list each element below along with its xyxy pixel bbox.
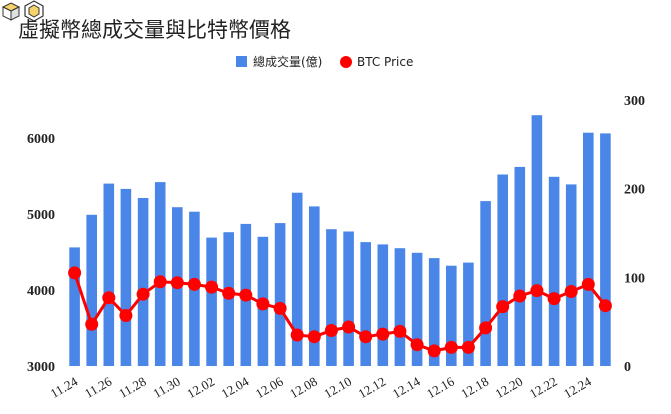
volume-bar	[428, 258, 440, 366]
volume-bar	[103, 183, 115, 366]
y-axis-right: 0 100 200 300	[624, 94, 645, 375]
btc-price-point	[205, 280, 219, 294]
volume-bar	[274, 223, 286, 366]
btc-price-point	[410, 338, 424, 352]
volume-bar	[69, 247, 80, 366]
btc-price-point	[273, 301, 287, 315]
x-tick-label: 12.04	[218, 373, 251, 401]
x-tick-label: 11.30	[150, 374, 182, 401]
btc-price-point	[444, 340, 458, 354]
btc-price-point	[136, 287, 150, 301]
y-left-tick-label: 5000	[27, 208, 55, 223]
x-axis: 11.24 11.26 11.28 11.30 12.02 12.04 12.06 12.08…	[48, 373, 595, 401]
btc-price-point	[102, 291, 116, 305]
x-tick-label: 12.10	[321, 374, 354, 402]
volume-bar	[411, 252, 423, 366]
btc-price-point	[461, 340, 475, 354]
btc-price-line	[73, 272, 607, 353]
btc-price-point	[598, 299, 612, 313]
x-tick-label: 12.24	[561, 373, 594, 401]
volume-bar	[120, 188, 132, 366]
btc-price-point	[376, 327, 390, 341]
btc-price-point	[479, 321, 493, 335]
volume-bar	[86, 214, 97, 366]
x-tick-label: 12.02	[184, 374, 217, 402]
btc-price-point	[530, 284, 544, 298]
y-right-tick-label: 0	[624, 360, 631, 375]
y-left-tick-label: 6000	[27, 132, 55, 147]
x-tick-label: 12.14	[390, 373, 423, 401]
x-tick-label: 11.26	[82, 373, 115, 401]
y-axis-left: 3000 4000 5000 6000	[27, 132, 55, 375]
btc-price-point	[170, 276, 184, 290]
line-series	[68, 266, 612, 358]
legend-swatch-btc	[340, 56, 352, 68]
legend-label-volume: 總成交量(億)	[253, 54, 322, 69]
btc-price-point	[239, 288, 253, 302]
volume-bar	[463, 262, 474, 366]
y-left-tick-label: 4000	[27, 284, 55, 299]
volume-bar	[154, 182, 166, 366]
chart-title: 虛擬幣總成交量與比特幣價格	[18, 18, 291, 42]
btc-price-point	[564, 285, 578, 298]
volume-bar	[291, 192, 303, 366]
legend-swatch-volume	[236, 56, 247, 67]
volume-bar	[514, 166, 526, 366]
volume-bar	[377, 244, 389, 366]
btc-price-point	[256, 297, 270, 311]
y-right-tick-label: 300	[624, 94, 645, 109]
btc-price-point	[222, 286, 236, 300]
volume-bar	[531, 115, 543, 366]
btc-price-point	[547, 292, 561, 306]
x-tick-label: 11.28	[116, 374, 148, 401]
x-tick-label: 12.18	[458, 374, 491, 402]
legend: 總成交量(億) BTC Price	[236, 54, 413, 69]
x-tick-label: 12.06	[253, 373, 286, 401]
x-tick-label: 11.24	[48, 373, 81, 401]
btc-price-point	[513, 289, 527, 303]
volume-bar	[497, 174, 508, 366]
volume-bar	[600, 133, 611, 366]
btc-price-point	[581, 277, 595, 291]
x-tick-label: 12.20	[492, 374, 525, 402]
btc-price-point	[290, 328, 304, 342]
btc-price-point	[85, 317, 99, 331]
x-tick-label: 12.16	[424, 373, 457, 401]
y-right-tick-label: 100	[624, 271, 645, 286]
volume-bar	[206, 237, 217, 366]
btc-price-point	[153, 275, 167, 289]
site-logo-icon	[1, 0, 44, 22]
btc-price-point	[393, 324, 407, 338]
y-right-tick-label: 200	[624, 183, 645, 198]
volume-bar	[309, 206, 320, 366]
btc-price-point	[324, 324, 338, 337]
btc-price-point	[427, 344, 441, 358]
btc-price-point	[68, 266, 82, 280]
volume-bar	[326, 229, 337, 366]
btc-price-point	[359, 330, 373, 344]
btc-price-point	[119, 309, 133, 322]
volume-bar	[394, 248, 406, 366]
y-left-tick-label: 3000	[27, 360, 55, 375]
legend-label-btc: BTC Price	[357, 55, 413, 69]
x-tick-label: 12.12	[355, 374, 388, 402]
btc-price-point	[496, 300, 510, 314]
volume-bar	[137, 198, 149, 366]
btc-price-point	[187, 277, 201, 291]
volume-bar	[583, 132, 594, 366]
volume-bar	[548, 176, 560, 366]
x-tick-label: 12.08	[287, 374, 320, 402]
btc-price-point	[342, 320, 356, 334]
volume-bar	[360, 242, 371, 366]
x-tick-label: 12.22	[527, 374, 560, 402]
volume-bar	[480, 201, 491, 366]
volume-bar	[446, 265, 457, 366]
btc-price-point	[307, 330, 321, 344]
volume-bar	[343, 231, 354, 366]
volume-bar	[565, 184, 577, 366]
